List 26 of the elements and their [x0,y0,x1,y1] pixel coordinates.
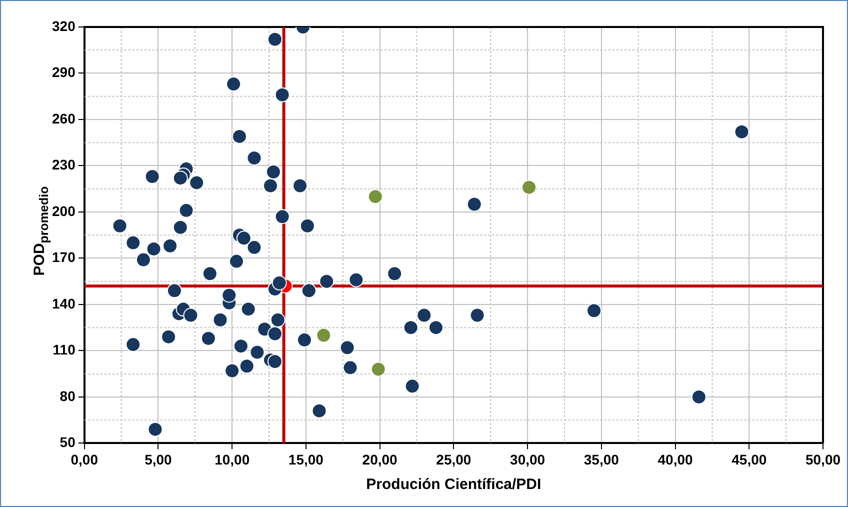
point [370,362,386,377]
y-tick-label: 260 [52,110,76,126]
point [368,189,383,204]
x-tick-label: 15,00 [288,451,324,468]
y-tick-label: 80 [60,388,76,404]
y-tick-label: 230 [52,156,76,173]
x-tick-label: 30,00 [510,451,546,468]
x-tick-label: 50,00 [805,451,841,468]
y-tick-label: 140 [52,295,76,312]
x-tick-label: 0,00 [70,451,98,468]
y-tick-label: 320 [52,18,76,34]
y-tick-label: 290 [52,64,76,80]
x-tick-label: 40,00 [658,451,693,468]
y-tick-label: 50 [60,434,76,450]
x-tick-label: 10,00 [214,451,250,468]
x-tick-label: 5,00 [144,451,172,468]
x-tick-label: 25,00 [436,451,472,468]
x-tick-label: 45,00 [732,451,767,468]
x-tick-label: 35,00 [584,451,620,468]
y-tick-label: 200 [52,202,76,219]
x-axis-title: Produción Científica/PDI [366,476,542,494]
point [522,180,537,195]
y-tick-label: 110 [52,342,76,358]
point [316,328,332,343]
x-tick-label: 20,00 [362,451,398,468]
y-tick-label: 170 [52,249,76,266]
